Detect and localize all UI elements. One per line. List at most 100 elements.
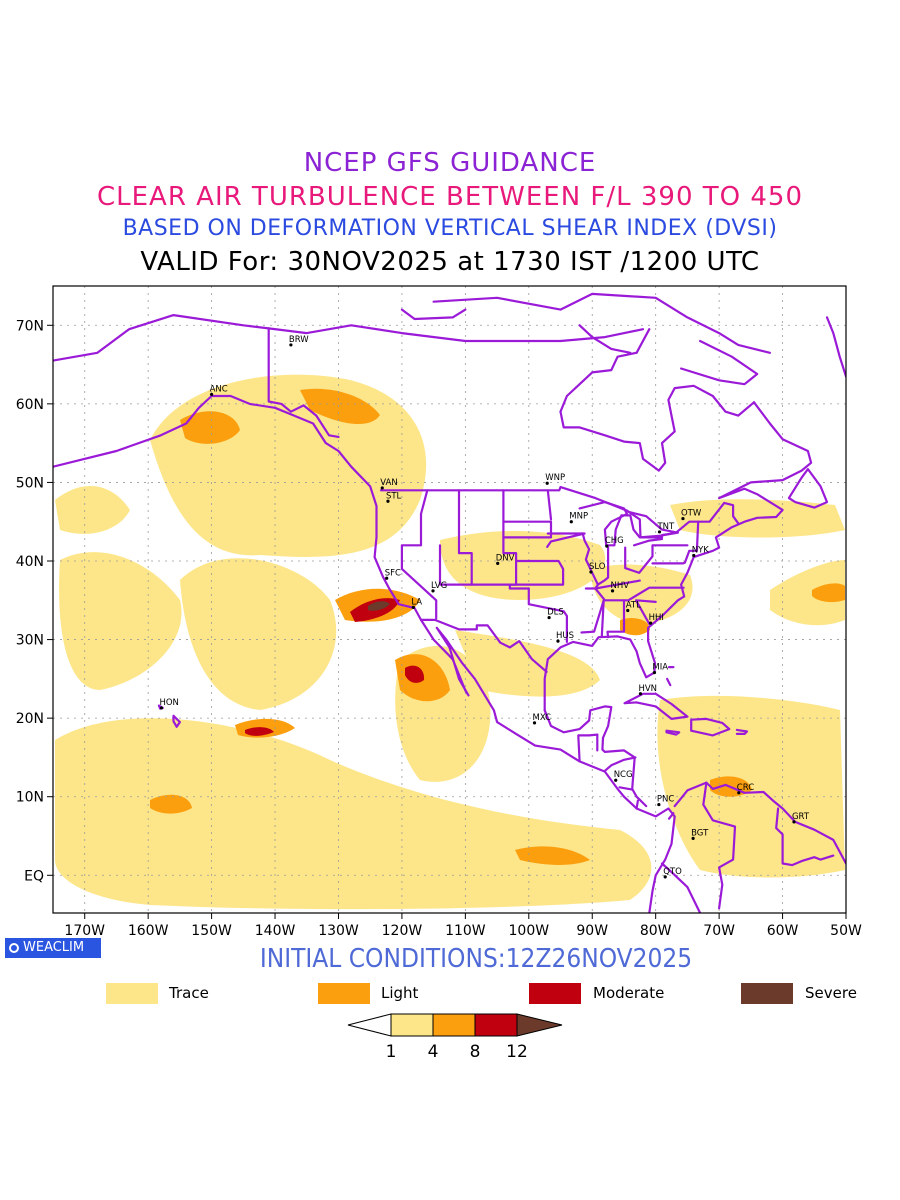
station-label: HVN xyxy=(638,684,657,694)
coastline-segment xyxy=(400,489,438,620)
lon-label: 90W xyxy=(576,923,608,939)
coastline-segment xyxy=(775,807,835,867)
coastline-segment xyxy=(690,717,731,737)
station-label: QTO xyxy=(663,867,682,877)
station-dot xyxy=(657,802,661,807)
station-label: MIA xyxy=(652,663,668,673)
colorbar-trace xyxy=(390,1013,434,1037)
lon-label: 170W xyxy=(64,923,105,939)
coastline-segment xyxy=(651,520,700,565)
coastline-segment xyxy=(618,786,634,791)
station-label: DNV xyxy=(496,553,515,563)
title-method: BASED ON DEFORMATION VERTICAL SHEAR INDE… xyxy=(122,216,778,241)
trace-areas xyxy=(55,374,845,910)
lon-label: 70W xyxy=(703,923,735,939)
lon-label: 110W xyxy=(445,923,486,939)
station-dot xyxy=(657,530,662,534)
coastline-segment xyxy=(624,544,689,574)
colorbar-tick: 4 xyxy=(428,1042,439,1062)
coastline-segment xyxy=(543,401,813,712)
legend-label-moderate: Moderate xyxy=(593,984,665,1002)
station-label: NCG xyxy=(614,770,633,780)
colorbar-moderate xyxy=(474,1013,518,1037)
coastline-segment xyxy=(580,599,605,638)
severe-areas xyxy=(368,601,390,611)
coastline-segment xyxy=(432,292,771,354)
station-dot xyxy=(652,670,657,675)
station-label: CRC xyxy=(737,783,754,793)
coastline-segment xyxy=(660,862,702,913)
station-dot xyxy=(614,778,618,782)
station-dot xyxy=(681,516,685,521)
coastline-segment xyxy=(666,677,672,687)
turbulence-fields xyxy=(55,374,845,910)
station-label: STL xyxy=(386,491,402,501)
lat-label: 40N xyxy=(16,554,44,570)
title-product: CLEAR AIR TURBULENCE BETWEEN F/L 390 TO … xyxy=(96,182,804,212)
legend-label-trace: Trace xyxy=(169,984,209,1002)
station-dot xyxy=(663,875,667,879)
lat-label: 70N xyxy=(16,318,44,334)
initial-conditions: INITIAL CONDITIONS:12Z26NOV2025 xyxy=(259,944,693,974)
station-dot xyxy=(210,392,214,397)
coastline-segment xyxy=(53,314,645,362)
logo-ring-icon xyxy=(9,943,19,953)
coastline-segment xyxy=(508,559,568,643)
coastline-segment xyxy=(172,714,181,728)
station-label: HUS xyxy=(556,631,574,641)
longitude-axis: 170W 160W 150W 140W 130W 120W 110W 100W 90W 80W 70… xyxy=(64,913,862,939)
legend-swatch-light xyxy=(318,983,370,1004)
legend-swatch-moderate xyxy=(529,983,581,1004)
station-label: HHI xyxy=(649,613,664,623)
title-valid-time: VALID For: 30NOV2025 at 1730 IST /1200 U… xyxy=(140,247,760,277)
lon-label: 100W xyxy=(509,923,550,939)
lon-label: 140W xyxy=(255,923,296,939)
station-dot xyxy=(532,721,537,725)
coastline-segment xyxy=(559,328,651,413)
station-label: ANC xyxy=(210,384,228,394)
station-dot xyxy=(691,836,695,840)
coastline-segment xyxy=(702,781,737,910)
colorbar-tick: 8 xyxy=(470,1042,481,1062)
station-dot xyxy=(496,561,500,565)
colorbar-light xyxy=(432,1013,476,1037)
coastline-segment xyxy=(267,327,340,438)
coastline-segment xyxy=(53,394,676,913)
station-label: DLS xyxy=(547,608,564,618)
coastline-segment xyxy=(546,489,553,521)
coastline-segment xyxy=(577,733,599,763)
coastline-segment xyxy=(438,489,473,586)
station-label: HON xyxy=(159,698,178,708)
station-dot xyxy=(385,576,389,580)
lat-label: 20N xyxy=(16,711,44,727)
coastline-segment xyxy=(633,537,664,547)
station-label: WNP xyxy=(545,473,565,483)
station-label: SFC xyxy=(385,568,401,578)
station-dot xyxy=(556,639,560,643)
station-label: TNT xyxy=(656,522,675,532)
station-dot xyxy=(737,791,741,795)
coastline-segment xyxy=(787,468,829,509)
lat-label: 10N xyxy=(16,790,44,806)
station-dot xyxy=(605,544,609,548)
coastline-segment xyxy=(667,812,675,820)
colorbar-tick: 1 xyxy=(386,1042,397,1062)
lat-label: 50N xyxy=(16,475,44,491)
lon-label: 80W xyxy=(640,923,672,939)
coastline-segment xyxy=(543,705,648,808)
station-label: LVG xyxy=(431,581,447,591)
title-model: NCEP GFS GUIDANCE xyxy=(303,148,597,178)
coastlines xyxy=(53,292,846,913)
station-dot xyxy=(547,615,551,620)
colorbar: 1 4 8 12 xyxy=(347,1013,563,1062)
station-dot xyxy=(792,820,796,824)
station-label: VAN xyxy=(380,478,397,488)
station-dot xyxy=(569,520,573,524)
station-label: MXC xyxy=(533,713,552,723)
coastline-segment xyxy=(596,546,610,586)
station-dot xyxy=(626,608,630,613)
station-dot xyxy=(610,589,615,593)
lon-label: 60W xyxy=(767,923,799,939)
weaclim-logo: WEACLIM xyxy=(5,938,101,958)
coastline-segment xyxy=(546,532,586,548)
